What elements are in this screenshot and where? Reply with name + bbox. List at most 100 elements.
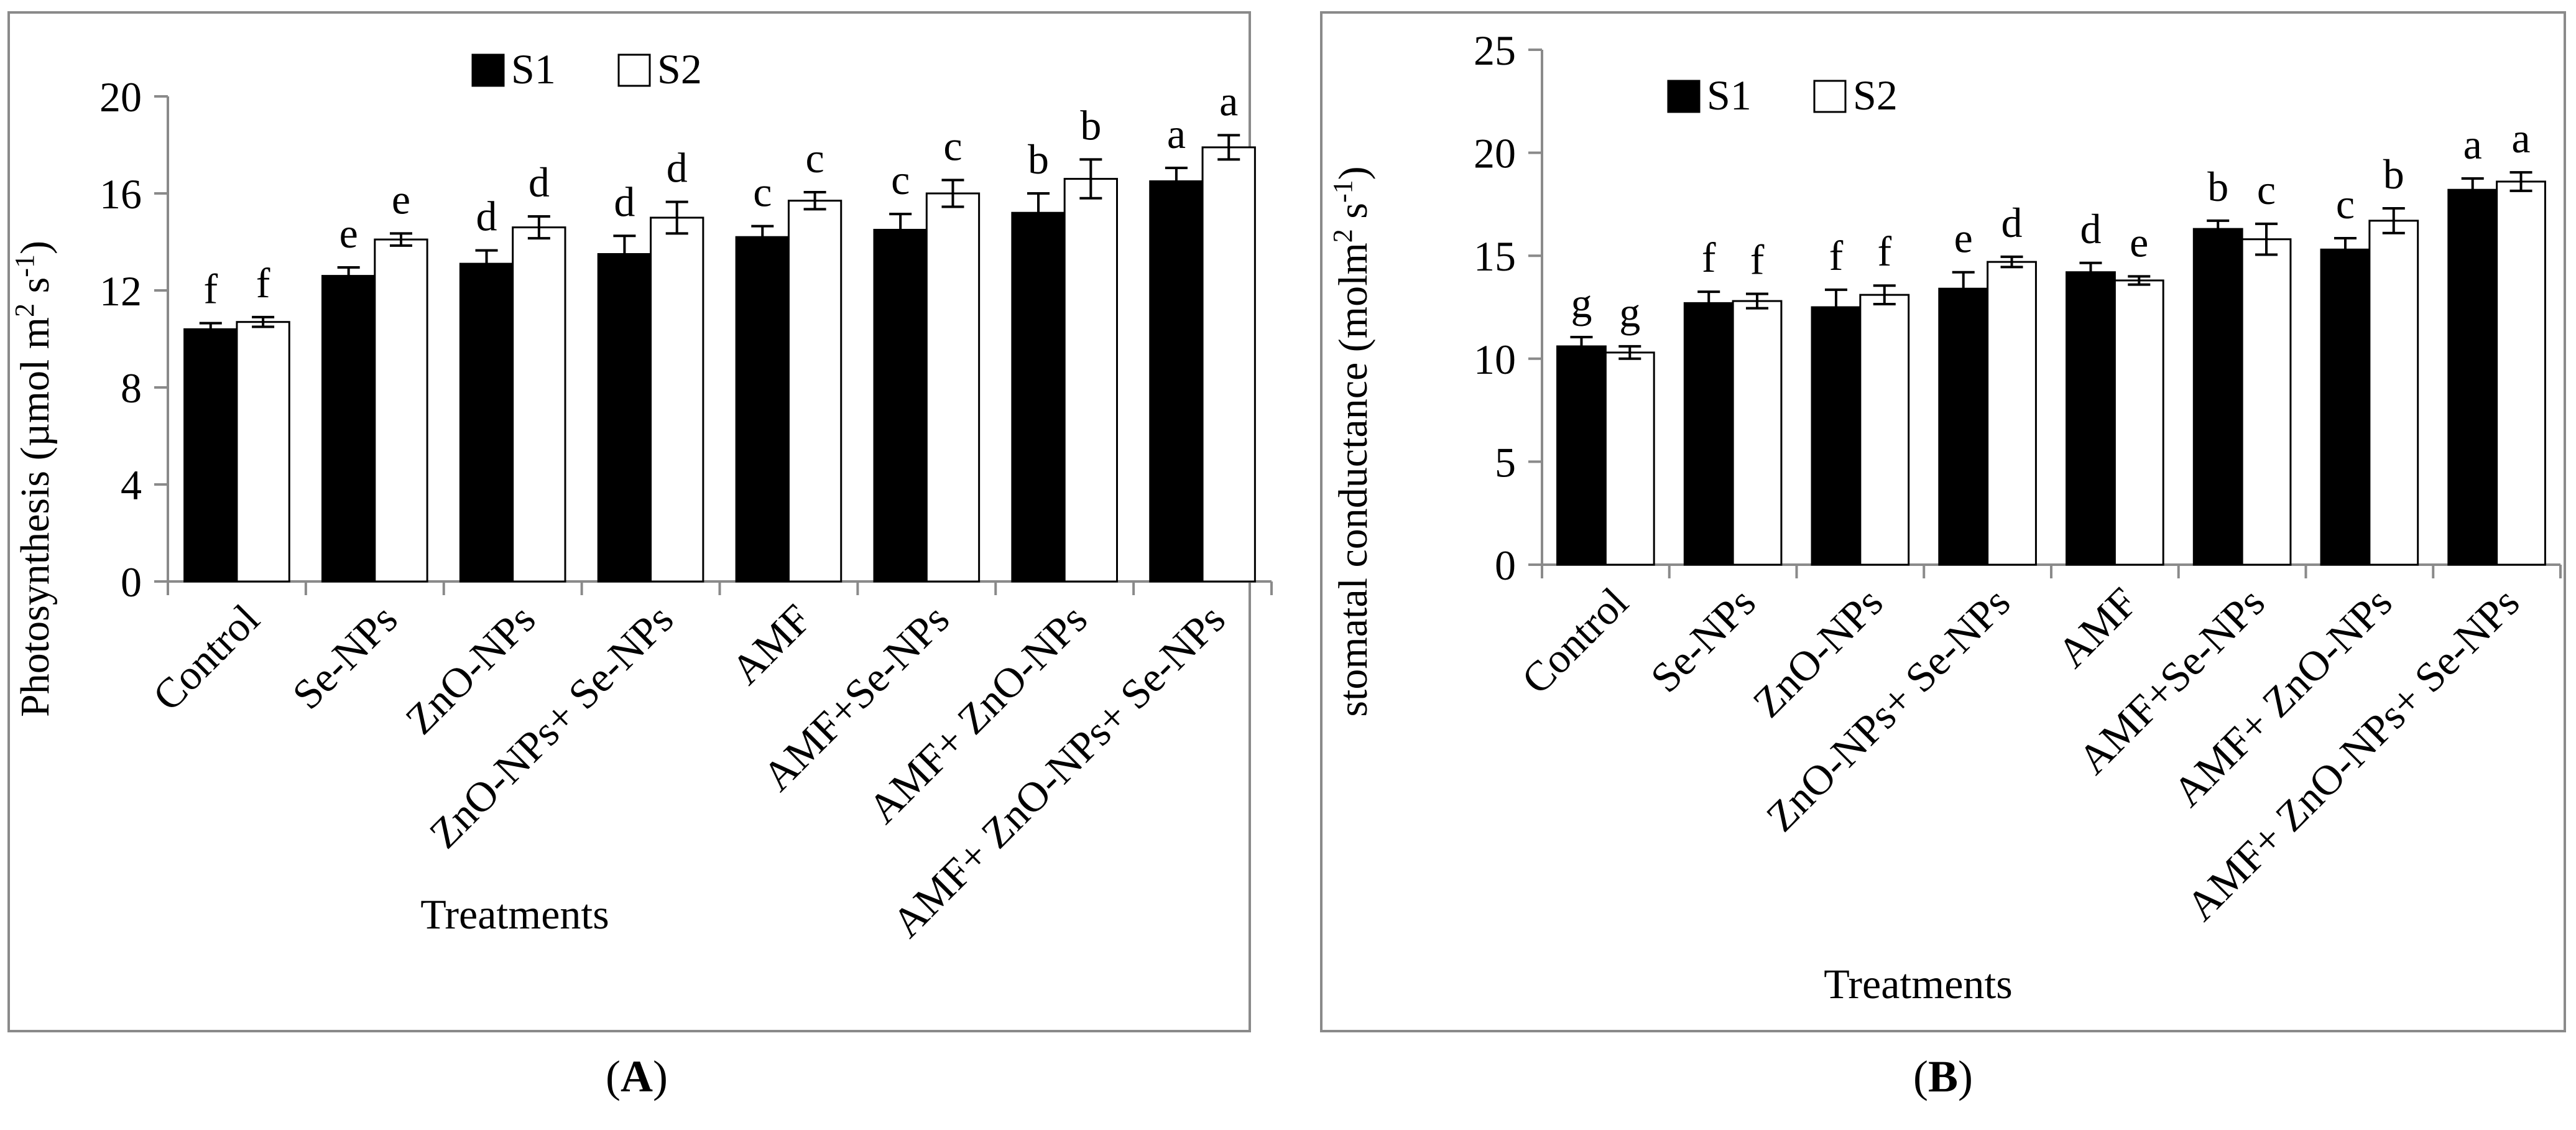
y-axis-title: Photosynthesis (µmol m2 s-1) [9,241,58,717]
bar-s2 [925,192,981,583]
significance-letter: d [614,178,635,225]
significance-letter: a [2511,114,2530,162]
bar-s2 [2241,238,2292,566]
x-category-label: Control [1512,578,1637,703]
legend-swatch-s1 [1667,80,1701,113]
error-bar [941,178,964,208]
error-bar [1618,345,1641,360]
bar-s2 [1732,300,1783,566]
y-tick-label: 20 [1474,130,1516,177]
error-bar [2128,275,2151,286]
bar-s1 [183,328,238,583]
bar-s2 [374,238,428,583]
significance-letter: d [476,193,497,240]
error-bar [665,200,688,235]
error-bar [751,225,774,249]
significance-letter: b [1080,101,1101,149]
legend-swatch-s1 [471,53,505,87]
significance-letter: a [1219,77,1238,124]
legend-label-s1: S1 [1707,72,1752,119]
significance-letter: f [1750,236,1765,283]
error-bar [1697,290,1720,316]
significance-letter: a [1167,110,1186,157]
significance-letter: b [2383,151,2404,198]
bar-s2 [2368,220,2419,566]
error-bar [1824,288,1847,326]
error-bar [2382,207,2405,234]
panel-caption: (B) [1913,1052,1973,1101]
x-category-label: AMF [722,595,820,693]
error-bar [2207,219,2230,239]
bar-s1 [2447,188,2498,566]
error-bar [2334,237,2357,262]
significance-letter: f [256,259,270,307]
significance-letter: f [1877,228,1891,275]
error-bar [1746,292,1769,310]
bar-s1 [1938,287,1989,566]
bar-s2 [1063,178,1118,583]
bar-s2 [2113,279,2164,566]
error-bar [2079,261,2102,283]
bar-s2 [2496,180,2546,566]
error-bar [527,215,550,240]
x-category-label: ZnO-NPs+ Se-NPs [420,595,682,857]
bar-s1 [735,236,790,583]
y-tick-label: 10 [1474,336,1516,383]
y-axis-title: stomatal conductance (molm2 s-1) [1327,166,1377,716]
y-tick-label: 0 [1495,542,1516,589]
y-tick-label: 20 [99,73,142,121]
bar-s1 [1149,180,1204,583]
error-bar [252,315,275,328]
error-bar [475,249,498,279]
bar-s2 [1201,146,1256,583]
significance-letter: a [2463,121,2482,168]
bar-s2 [1987,261,2037,566]
significance-letter: c [943,123,962,170]
significance-letter: e [2130,218,2148,266]
error-bar [2509,171,2532,192]
bar-s1 [459,262,514,583]
error-bar [389,232,412,247]
error-bar [889,213,912,247]
significance-letter: b [1028,136,1049,183]
y-tick-label: 16 [99,170,142,218]
error-bar [613,234,636,274]
bar-s2 [1859,294,1910,566]
error-bar [337,266,360,286]
significance-letter: e [392,175,410,223]
significance-letter: c [891,156,910,203]
significance-letter: e [1954,215,1973,262]
legend-swatch-s2 [617,53,651,87]
bar-s1 [1011,211,1066,583]
bar-s2 [512,226,566,583]
bar-s1 [873,229,928,583]
x-category-label: ZnO-NPs [396,595,544,743]
significance-letter: e [339,210,358,257]
error-bar [1217,134,1240,161]
x-category-label: AMF+ ZnO-NPs [2164,578,2401,815]
error-bar [1079,158,1102,200]
error-bar [1027,192,1050,234]
panel-frame [1320,11,2566,1032]
x-axis-title: Treatments [420,891,609,938]
x-category-label: Se-NPs [1641,578,1765,702]
significance-letter: c [753,169,772,216]
legend-label-s1: S1 [511,45,556,93]
significance-letter: c [806,134,824,182]
bar-s2 [650,216,704,583]
error-bar [1165,167,1188,196]
significance-letter: d [667,144,688,192]
legend: S1 S2 [471,45,702,93]
bar-s1 [1556,345,1607,566]
bar-s1 [597,253,652,583]
legend-swatch-s2 [1813,80,1847,113]
y-tick-label: 15 [1474,233,1516,280]
significance-letter: d [2080,205,2101,252]
y-tick-label: 25 [1474,27,1516,74]
significance-letter: f [1829,232,1844,279]
y-tick-label: 12 [99,267,142,315]
significance-letter: g [1619,289,1640,336]
significance-letter: d [529,159,550,206]
error-bar [803,191,826,211]
